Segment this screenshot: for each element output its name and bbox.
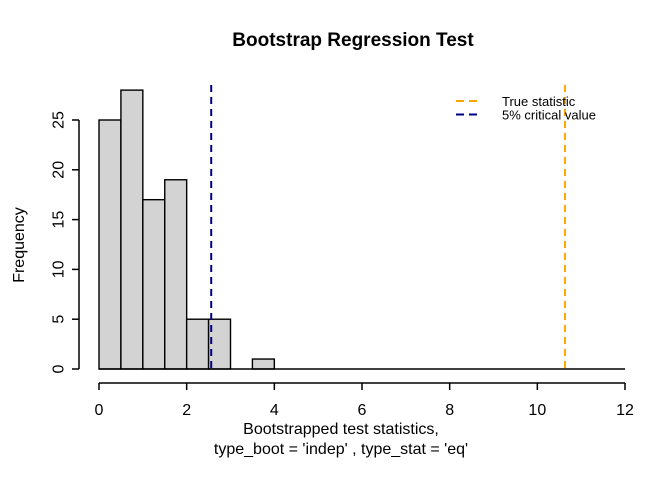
legend: True statistic 5% critical value xyxy=(456,94,596,123)
plot-title: Bootstrap Regression Test xyxy=(232,30,474,51)
x-tick-label: 0 xyxy=(95,402,104,419)
histogram-bar xyxy=(120,89,144,370)
y-tick-label: 20 xyxy=(51,161,68,179)
y-tick-label: 15 xyxy=(51,211,68,229)
y-tick-label: 25 xyxy=(51,111,68,129)
histogram-bar xyxy=(185,318,210,370)
x-tick-label: 2 xyxy=(182,402,191,419)
x-tick-label: 6 xyxy=(358,402,367,419)
x-tick-label: 8 xyxy=(445,402,454,419)
x-axis-label-line1: Bootstrapped test statistics, xyxy=(243,421,439,438)
legend-label-true-statistic: True statistic xyxy=(502,94,576,109)
x-tick-label: 10 xyxy=(528,402,546,419)
histogram-bar xyxy=(98,119,122,370)
histogram-bar xyxy=(251,358,276,370)
x-tick-label: 4 xyxy=(270,402,279,419)
legend-label-critical-value: 5% critical value xyxy=(502,108,596,123)
y-tick-label: 5 xyxy=(51,315,68,324)
y-tick-label: 0 xyxy=(51,364,68,373)
histogram-bar xyxy=(164,179,188,370)
y-tick-label: 10 xyxy=(51,260,68,278)
x-axis-label-line2: type_boot = 'indep' , type_stat = 'eq' xyxy=(213,441,469,458)
histogram-bar xyxy=(142,198,166,370)
x-tick-label: 12 xyxy=(616,402,634,419)
